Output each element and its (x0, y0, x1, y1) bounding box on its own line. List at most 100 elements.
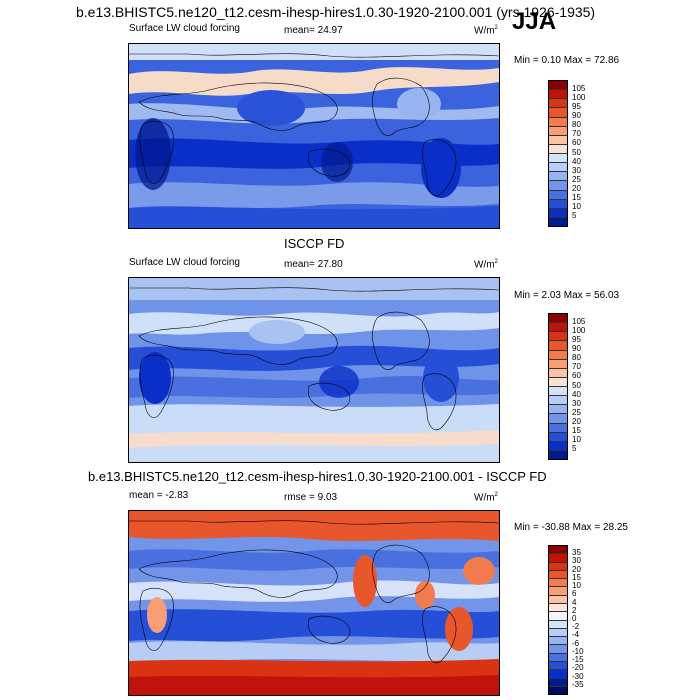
panel-obs-min-max: Min = 2.03 Max = 56.03 (514, 290, 620, 301)
panel-diff-colorbar-tick-label: -30 (572, 671, 584, 681)
panel-model-colorbar-swatch (549, 154, 567, 164)
panel-obs-map-svg (129, 278, 499, 462)
panel-model-colorbar-swatch (549, 163, 567, 173)
panel-diff-colorbar-swatch (549, 603, 567, 613)
panel-model-colorbar-swatch (549, 99, 567, 109)
panel-diff-colorbar-tick-label: 6 (572, 589, 577, 599)
panel-diff-colorbar-tick-label: -15 (572, 655, 584, 665)
panel-obs-colorbar-swatch (549, 450, 567, 459)
panel-obs-colorbar-tick-label: 10 (572, 434, 581, 444)
panel-obs-colorbar-swatch (549, 359, 567, 369)
panel-diff-map-svg (129, 511, 499, 695)
panel-model-min-max: Min = 0.10 Max = 72.86 (514, 55, 620, 66)
panel-model-variable-label: Surface LW cloud forcing (129, 23, 240, 34)
panel-obs-colorbar-tick-label: 95 (572, 335, 581, 345)
panel-model-colorbar-tick-label: 90 (572, 111, 581, 121)
panel-model-colorbar-swatch (549, 117, 567, 127)
panel-obs-colorbar-tick-label: 60 (572, 371, 581, 381)
panel-obs-colorbar-tick-label: 80 (572, 353, 581, 363)
panel-diff-colorbar-swatch (549, 686, 567, 695)
panel-diff-colorbar-swatch (549, 546, 567, 555)
panel-model-mean: mean= 24.97 (284, 25, 343, 36)
panel-diff-colorbar-tick-label: 20 (572, 564, 581, 574)
panel-obs-colorbar (548, 313, 568, 460)
panel-obs-colorbar-tick-label: 40 (572, 389, 581, 399)
panel-diff-colorbar-tick-label: 35 (572, 548, 581, 558)
figure-title: b.e13.BHISTC5.ne120_t12.cesm-ihesp-hires… (76, 4, 596, 20)
panel-obs-mean: mean= 27.80 (284, 259, 343, 270)
panel-diff-colorbar-tick-label: 30 (572, 556, 581, 566)
panel-model-colorbar-tick-label: 15 (572, 192, 581, 202)
panel-diff-colorbar-tick-label: -10 (572, 646, 584, 656)
panel-obs-units: W/m2 (474, 259, 498, 271)
panel-obs-colorbar-swatch (549, 441, 567, 451)
panel-diff-colorbar-tick-label: 0 (572, 614, 577, 623)
panel-obs-colorbar-tick-label: 105 (572, 317, 586, 327)
panel-obs-colorbar-tick-label: 30 (572, 398, 581, 408)
panel-model-colorbar-tick-label: 10 (572, 201, 581, 211)
panel-diff-colorbar-swatch (549, 562, 567, 571)
panel-diff-colorbar-swatch (549, 628, 567, 638)
panel-obs-colorbar-swatch (549, 314, 567, 324)
panel-obs-colorbar-swatch (549, 387, 567, 397)
panel-model-colorbar-swatch (549, 199, 567, 209)
panel-obs-colorbar-swatch (549, 323, 567, 333)
panel-model-colorbar-swatch (549, 126, 567, 136)
panel-diff-units: W/m2 (474, 492, 498, 504)
panel-model-colorbar-tick-label: 70 (572, 129, 581, 139)
panel-obs-colorbar-tick-label: 15 (572, 425, 581, 435)
panel-model-colorbar-tick-label: 100 (572, 93, 586, 103)
panel-model-colorbar-tick-label: 105 (572, 84, 586, 94)
panel-diff-mean: mean = -2.83 (129, 490, 189, 501)
panel-model-colorbar-tick-label: 5 (572, 210, 577, 220)
panel-model-colorbar-swatch (549, 144, 567, 154)
panel-obs-colorbar-tick-label: 90 (572, 344, 581, 354)
panel-diff-colorbar-tick-label: -35 (572, 679, 584, 689)
panel-model-colorbar-swatch (549, 208, 567, 218)
panel-diff-colorbar-swatch (549, 645, 567, 654)
panel-obs-colorbar-swatch (549, 368, 567, 378)
panel-obs-colorbar-tick-label: 20 (572, 416, 581, 426)
panel-model-colorbar-swatch (549, 181, 567, 191)
panel-diff-colorbar-tick-label: 2 (572, 605, 577, 615)
panel-obs-colorbar-swatch (549, 396, 567, 406)
panel-obs-map (128, 277, 500, 463)
panel-model-colorbar-tick-label: 60 (572, 138, 581, 148)
panel-obs-colorbar-swatch (549, 414, 567, 424)
panel-obs-colorbar-tick-label: 70 (572, 362, 581, 372)
panel-obs-section-title: ISCCP FD (284, 236, 345, 251)
panel-diff-colorbar-swatch (549, 678, 567, 687)
panel-model-colorbar-tick-label: 30 (572, 165, 581, 175)
panel-model-map (128, 43, 500, 229)
panel-model-colorbar-swatch (549, 90, 567, 100)
panel-model-colorbar-tick-label: 95 (572, 102, 581, 112)
panel-model-colorbar-swatch (549, 108, 567, 118)
panel-obs-colorbar-swatch (549, 341, 567, 351)
panel-model-colorbar-tick-label: 25 (572, 174, 581, 184)
panel-obs-colorbar-swatch (549, 350, 567, 360)
panel-obs-colorbar-swatch (549, 377, 567, 387)
panel-model-colorbar-swatch (549, 172, 567, 182)
panel-diff-min-max: Min = -30.88 Max = 28.25 (514, 522, 628, 533)
panel-diff-colorbar (548, 545, 568, 695)
panel-obs-colorbar-swatch (549, 423, 567, 433)
panel-diff-colorbar-tick-label: 10 (572, 581, 581, 591)
panel-model-colorbar-tick-label: 80 (572, 120, 581, 130)
panel-obs-variable-label: Surface LW cloud forcing (129, 257, 240, 268)
panel-diff-colorbar-tick-label: -2 (572, 622, 580, 632)
panel-model-colorbar (548, 80, 568, 227)
panel-diff-colorbar-swatch (549, 653, 567, 662)
season-label: JJA (512, 8, 557, 35)
panel-obs-colorbar-tick-label: 5 (572, 443, 577, 453)
panel-diff-colorbar-swatch (549, 670, 567, 679)
panel-model-colorbar-swatch (549, 217, 567, 226)
panel-diff-colorbar-tick-label: -6 (572, 638, 580, 648)
panel-model-map-svg (129, 44, 499, 228)
panel-obs-colorbar-tick-label: 100 (572, 326, 586, 336)
panel-model-colorbar-tick-label: 20 (572, 183, 581, 193)
panel-diff-colorbar-tick-label: -4 (572, 630, 580, 640)
panel-diff-colorbar-swatch (549, 579, 567, 588)
panel-model-colorbar-tick-label: 50 (572, 147, 581, 157)
panel-diff-rmse: rmse = 9.03 (284, 492, 338, 503)
panel-obs-colorbar-swatch (549, 432, 567, 442)
